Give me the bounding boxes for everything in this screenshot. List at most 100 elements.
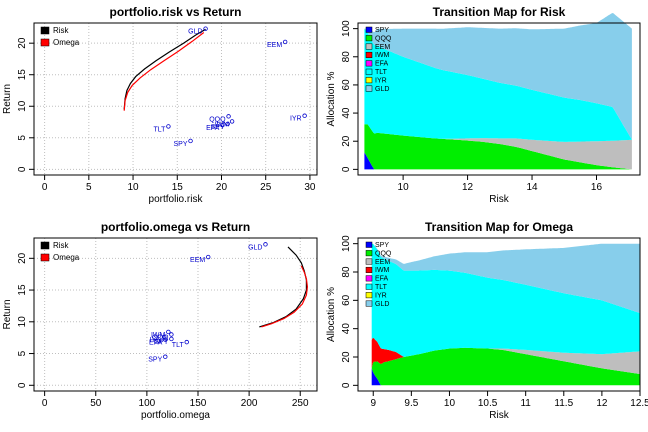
legend-swatch-efa bbox=[365, 275, 373, 282]
x-tick-label: 10.5 bbox=[478, 398, 498, 409]
y-tick-label: 100 bbox=[341, 20, 352, 37]
point-label: SPY bbox=[154, 339, 168, 346]
legend-swatch-spy bbox=[365, 26, 373, 33]
legend-swatch bbox=[40, 253, 50, 262]
legend-label: Omega bbox=[53, 253, 80, 262]
legend-swatch-iyr bbox=[365, 292, 373, 299]
y-tick-label: 15 bbox=[17, 69, 28, 81]
x-tick-label: 10 bbox=[444, 398, 456, 409]
legend-swatch-tlt bbox=[365, 68, 373, 75]
y-tick-label: 0 bbox=[17, 166, 28, 172]
point-qqq bbox=[169, 332, 174, 337]
y-tick-label: 15 bbox=[17, 284, 28, 296]
x-axis-label: Risk bbox=[489, 194, 509, 205]
point-label: IYR bbox=[290, 116, 302, 123]
point-gld bbox=[263, 242, 268, 247]
point-iwm bbox=[166, 329, 171, 335]
legend-label: IYR bbox=[375, 292, 387, 299]
legend-swatch bbox=[40, 241, 50, 250]
x-axis-label: Risk bbox=[489, 410, 509, 421]
y-tick-label: 20 bbox=[17, 252, 28, 264]
y-axis-label: Allocation % bbox=[326, 71, 337, 126]
point-iwm bbox=[229, 119, 235, 124]
point-tlt bbox=[166, 124, 171, 129]
y-tick-label: 10 bbox=[17, 316, 28, 328]
point-efa bbox=[163, 337, 168, 342]
x-tick-label: 200 bbox=[241, 398, 258, 409]
chart-title: Transition Map for Risk bbox=[433, 5, 566, 19]
plot-frame bbox=[357, 22, 641, 176]
point-label: QQQ bbox=[209, 116, 226, 123]
risk_scatter-panel: portfolio.risk vs Return GLD EEM IYR QQQIWME… bbox=[2, 5, 318, 205]
legend-label: IWM bbox=[375, 267, 390, 274]
x-tick-label: 12 bbox=[462, 182, 474, 193]
y-tick-label: 40 bbox=[341, 107, 352, 119]
legend-swatch bbox=[40, 38, 50, 47]
legend-label: Omega bbox=[53, 38, 80, 47]
legend: Risk Omega bbox=[40, 26, 80, 47]
x-tick-label: 12 bbox=[596, 398, 608, 409]
y-tick-label: 0 bbox=[341, 166, 352, 172]
point-label: GLD bbox=[248, 244, 262, 251]
y-tick-label: 0 bbox=[17, 382, 28, 388]
plot-frame bbox=[357, 237, 641, 392]
x-tick-label: 100 bbox=[139, 398, 156, 409]
y-tick-label: 100 bbox=[341, 235, 352, 252]
x-tick-label: 14 bbox=[526, 182, 538, 193]
chart-title: Transition Map for Omega bbox=[425, 220, 573, 234]
x-tick-label: 250 bbox=[292, 398, 309, 409]
y-tick-label: 80 bbox=[341, 266, 352, 278]
legend-swatch-iwm bbox=[365, 266, 373, 273]
legend-label: IWM bbox=[375, 52, 390, 59]
point-label: SPY bbox=[174, 141, 188, 148]
series-line-risk bbox=[259, 246, 307, 328]
x-tick-label: 25 bbox=[260, 182, 272, 193]
plot-frame bbox=[33, 22, 318, 176]
point-efa bbox=[220, 122, 225, 128]
point-spy bbox=[169, 336, 174, 342]
point-qqq bbox=[226, 114, 231, 119]
legend-swatch-efa bbox=[365, 60, 373, 67]
legend-label: TLT bbox=[375, 284, 388, 291]
y-tick-label: 20 bbox=[341, 135, 352, 147]
point-label: GLD bbox=[188, 29, 202, 36]
legend-label: QQQ bbox=[375, 35, 392, 42]
plot-frame bbox=[33, 237, 318, 392]
legend-swatch-iyr bbox=[365, 77, 373, 84]
point-label: IWM bbox=[215, 121, 230, 128]
x-tick-label: 9.5 bbox=[404, 398, 418, 409]
x-tick-label: 50 bbox=[90, 398, 102, 409]
area-eem bbox=[371, 347, 640, 374]
legend-label: SPY bbox=[375, 242, 389, 249]
x-tick-label: 16 bbox=[591, 182, 603, 193]
legend-swatch-tlt bbox=[365, 283, 373, 290]
point-label: TLT bbox=[172, 342, 185, 349]
series-line-omega bbox=[261, 265, 309, 328]
legend-label: EEM bbox=[375, 44, 390, 51]
legend-label: GLD bbox=[375, 301, 389, 308]
x-tick-label: 0 bbox=[42, 398, 48, 409]
point-label: SPY bbox=[148, 357, 162, 364]
point-label: EFA bbox=[206, 125, 220, 132]
area-eem bbox=[364, 124, 632, 170]
y-tick-label: 20 bbox=[17, 37, 28, 49]
point-eem bbox=[282, 39, 288, 45]
point-label: IWM bbox=[151, 332, 166, 339]
y-tick-label: 5 bbox=[17, 135, 28, 141]
x-tick-label: 5 bbox=[86, 182, 92, 193]
x-tick-label: 150 bbox=[190, 398, 207, 409]
y-axis-label: Return bbox=[2, 299, 13, 329]
legend-label: SPY bbox=[375, 27, 389, 34]
point-label: TLT bbox=[153, 126, 166, 133]
x-axis-label: portfolio.omega bbox=[141, 410, 210, 421]
x-axis-label: portfolio.risk bbox=[149, 194, 204, 205]
x-tick-label: 12.5 bbox=[630, 398, 648, 409]
legend-swatch-eem bbox=[365, 43, 373, 50]
point-label: SPY bbox=[211, 124, 225, 131]
y-tick-label: 20 bbox=[341, 351, 352, 363]
y-axis-label: Return bbox=[2, 84, 13, 114]
point-label: QQQ bbox=[152, 334, 169, 341]
